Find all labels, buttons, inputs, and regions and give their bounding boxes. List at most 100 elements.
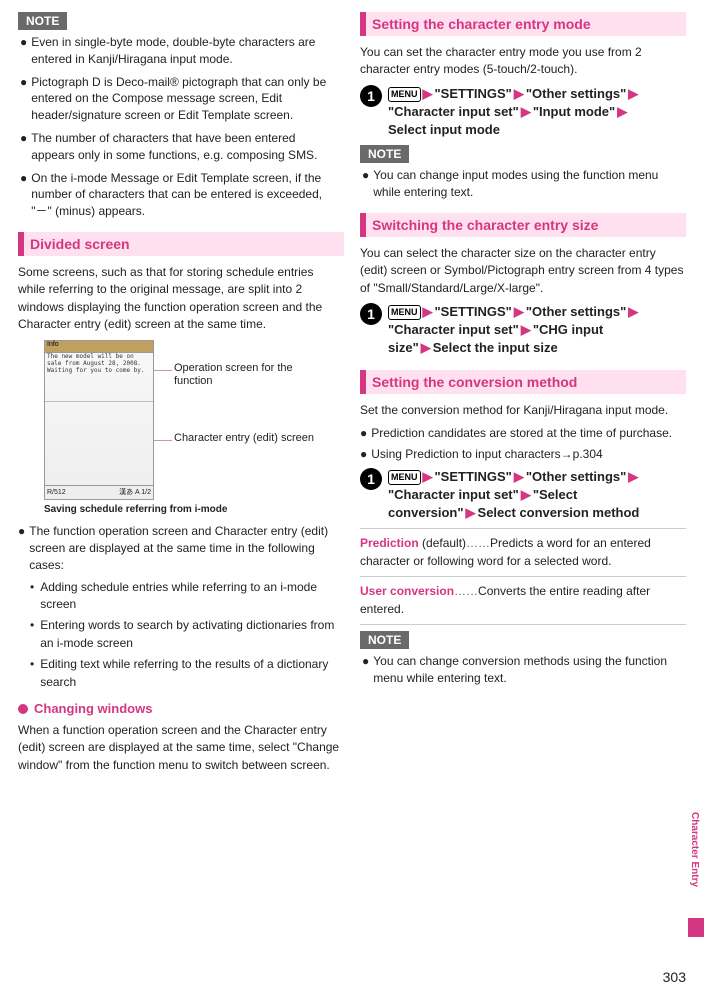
- body-text: You can set the character entry mode you…: [360, 44, 686, 79]
- side-tab-label: Character Entry: [689, 812, 700, 887]
- section-divided-screen: Divided screen: [18, 232, 344, 256]
- body-text: You can select the character size on the…: [360, 245, 686, 297]
- note-header: NOTE: [18, 12, 67, 30]
- arrow-icon: ▶: [419, 340, 433, 355]
- note-list: ●Even in single-byte mode, double-byte c…: [18, 34, 344, 220]
- phone-statusbar: R/512 漢あ A 1/2: [45, 485, 153, 499]
- dots-icon: ……: [466, 536, 490, 550]
- step-number-icon: 1: [360, 85, 382, 107]
- phone-divider: [45, 401, 153, 402]
- callout-text: Operation screen for the function: [174, 362, 314, 388]
- phone-titlebar: Info: [45, 341, 153, 353]
- step-body: MENU▶"SETTINGS"▶"Other settings"▶ "Chara…: [388, 303, 686, 358]
- dots-icon: ……: [454, 584, 478, 598]
- figure-phone: Info The new model will be on sale from …: [44, 340, 344, 500]
- step-text: Select conversion method: [478, 505, 640, 520]
- arrow-icon: ▶: [519, 104, 533, 119]
- note-header: NOTE: [360, 145, 409, 163]
- separator: [360, 576, 686, 577]
- dot-icon: •: [30, 579, 34, 614]
- arrow-icon: ▶: [626, 304, 640, 319]
- def-term: Prediction: [360, 536, 419, 550]
- step-text: "SETTINGS": [435, 304, 512, 319]
- step-body: MENU▶"SETTINGS"▶"Other settings"▶ "Chara…: [388, 468, 686, 523]
- figure-caption: Saving schedule referring from i-mode: [44, 504, 344, 515]
- body-text: Using Prediction to input characters→p.3…: [371, 446, 602, 463]
- step-text: Select input mode: [388, 122, 500, 137]
- bullet-icon: ●: [360, 446, 367, 463]
- dot-icon: •: [30, 656, 34, 691]
- note-text: You can change conversion methods using …: [373, 653, 684, 687]
- separator: [360, 528, 686, 529]
- right-column: Setting the character entry mode You can…: [360, 12, 686, 780]
- arrow-icon: ▶: [512, 86, 526, 101]
- sub-text: Entering words to search by activating d…: [40, 617, 344, 652]
- bullet-icon: ●: [20, 170, 27, 220]
- step-text: "Character input set": [388, 104, 519, 119]
- note-text: You can change input modes using the fun…: [373, 167, 684, 201]
- bullet-icon: ●: [20, 34, 27, 68]
- arrow-icon: ▶: [421, 86, 435, 101]
- dot-icon: •: [30, 617, 34, 652]
- body-text: When a function operation screen and the…: [18, 722, 344, 774]
- step-text: "Input mode": [533, 104, 615, 119]
- step-text: "Character input set": [388, 487, 519, 502]
- note-list: ●You can change conversion methods using…: [360, 653, 686, 687]
- step-1-entry-size: 1 MENU▶"SETTINGS"▶"Other settings"▶ "Cha…: [360, 303, 686, 358]
- phone-status-right: 漢あ A 1/2: [119, 487, 151, 497]
- step-text: Select the input size: [433, 340, 558, 355]
- arrow-icon: ▶: [512, 304, 526, 319]
- step-body: MENU▶"SETTINGS"▶"Other settings"▶ "Chara…: [388, 85, 640, 140]
- phone-body-text: The new model will be on sale from Augus…: [47, 353, 151, 375]
- step-text: "Other settings": [526, 469, 626, 484]
- step-text: "Other settings": [526, 86, 626, 101]
- arrow-icon: ▶: [421, 469, 435, 484]
- definition-row: Prediction (default)……Predicts a word fo…: [360, 535, 686, 570]
- step-1-entry-mode: 1 MENU▶"SETTINGS"▶"Other settings"▶ "Cha…: [360, 85, 686, 140]
- note-text: Even in single-byte mode, double-byte ch…: [31, 34, 342, 68]
- section-conversion: Setting the conversion method: [360, 370, 686, 394]
- body-text: Some screens, such as that for storing s…: [18, 264, 344, 334]
- definition-row: User conversion……Converts the entire rea…: [360, 583, 686, 618]
- body-text: Prediction candidates are stored at the …: [371, 425, 672, 442]
- menu-badge: MENU: [388, 87, 421, 102]
- bullet-icon: ●: [362, 653, 369, 687]
- callout-line: [154, 440, 172, 441]
- note-header: NOTE: [360, 631, 409, 649]
- bullet-icon: ●: [18, 523, 25, 575]
- menu-badge: MENU: [388, 470, 421, 485]
- sub-text: Editing text while referring to the resu…: [40, 656, 344, 691]
- arrow-icon: ▶: [626, 86, 640, 101]
- arrow-icon: ▶: [421, 304, 435, 319]
- subhead-dot-icon: [18, 704, 28, 714]
- def-term: User conversion: [360, 584, 454, 598]
- def-default: (default): [419, 536, 466, 550]
- left-column: NOTE ●Even in single-byte mode, double-b…: [18, 12, 344, 780]
- menu-badge: MENU: [388, 305, 421, 320]
- step-number-icon: 1: [360, 303, 382, 325]
- callout-line: [154, 370, 172, 371]
- note-text: Pictograph D is Deco-mail® pictograph th…: [31, 74, 342, 124]
- section-entry-size: Switching the character entry size: [360, 213, 686, 237]
- bullet-icon: ●: [20, 74, 27, 124]
- def-body: User conversion……Converts the entire rea…: [360, 583, 686, 618]
- note-text: The number of characters that have been …: [31, 130, 342, 164]
- bullet-icon: ●: [20, 130, 27, 164]
- arrow-icon: ▶: [519, 322, 533, 337]
- step-text: "Other settings": [526, 304, 626, 319]
- body-text: Set the conversion method for Kanji/Hira…: [360, 402, 686, 419]
- subheading-changing-windows: Changing windows: [18, 701, 344, 716]
- def-body: Prediction (default)……Predicts a word fo…: [360, 535, 686, 570]
- note-text: On the i-mode Message or Edit Template s…: [31, 170, 342, 220]
- body-text: The function operation screen and Charac…: [29, 523, 344, 575]
- phone-mock: Info The new model will be on sale from …: [44, 340, 154, 500]
- note-list: ●You can change input modes using the fu…: [360, 167, 686, 201]
- side-tab: [688, 918, 704, 937]
- step-text: "SETTINGS": [435, 86, 512, 101]
- sub-text: Adding schedule entries while referring …: [40, 579, 344, 614]
- phone-status-left: R/512: [47, 489, 66, 496]
- separator: [360, 624, 686, 625]
- bullet-icon: ●: [360, 425, 367, 442]
- section-entry-mode: Setting the character entry mode: [360, 12, 686, 36]
- arrow-icon: ▶: [626, 469, 640, 484]
